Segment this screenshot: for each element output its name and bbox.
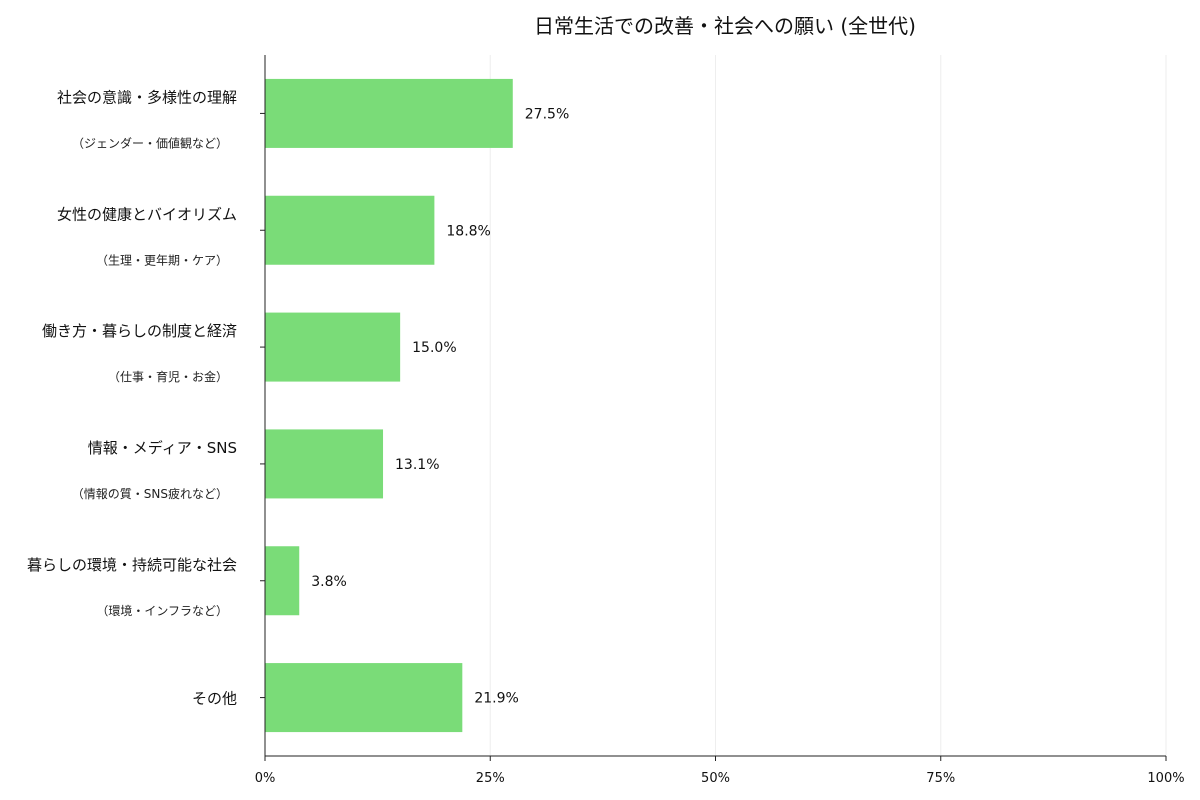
bar [265, 546, 300, 616]
category-sublabel: （ジェンダー・価値観など） [72, 135, 228, 150]
category-label: 情報・メディア・SNS [88, 439, 237, 457]
x-tick-label: 100% [1147, 771, 1184, 786]
category-sublabel: （生理・更年期・ケア） [96, 253, 228, 267]
category-sublabel: （仕事・育児・お金） [108, 369, 228, 384]
x-tick-label: 50% [701, 771, 730, 786]
data-label: 21.9% [474, 691, 518, 707]
category-label: その他 [192, 690, 237, 708]
category-sublabel: （環境・インフラなど） [96, 603, 228, 618]
category-label: 働き方・暮らしの制度と経済 [42, 322, 237, 340]
category-label: 暮らしの環境・持続可能な社会 [27, 556, 237, 574]
data-label: 27.5% [525, 106, 569, 122]
category-label: 女性の健康とバイオリズム [57, 205, 237, 223]
data-label: 18.8% [446, 223, 490, 239]
bar [265, 195, 435, 265]
data-label: 3.8% [311, 574, 347, 590]
x-tick-label: 0% [255, 771, 276, 786]
category-label: 社会の意識・多様性の理解 [57, 88, 237, 106]
data-label: 13.1% [395, 457, 439, 473]
chart-title: 日常生活での改善・社会への願い (全世代) [534, 14, 916, 38]
bar [265, 78, 513, 148]
bar [265, 429, 384, 499]
data-label: 15.0% [412, 340, 456, 356]
bar [265, 312, 401, 382]
bar [265, 663, 463, 733]
category-sublabel: （情報の質・SNS疲れなど） [72, 486, 228, 501]
x-tick-label: 25% [476, 771, 505, 786]
x-tick-label: 75% [926, 771, 955, 786]
